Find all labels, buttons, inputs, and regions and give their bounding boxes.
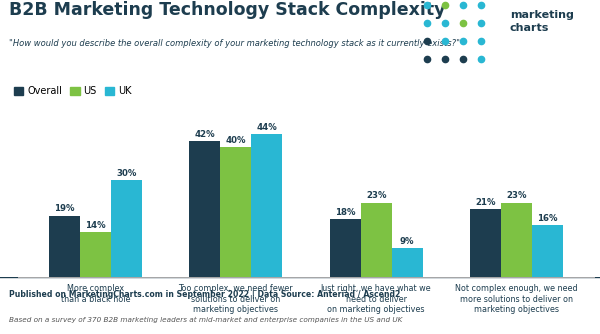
Text: 14%: 14% — [85, 220, 106, 229]
Text: Published on MarketingCharts.com in September 2022 | Data Source: Anteriad / Asc: Published on MarketingCharts.com in Sept… — [9, 290, 400, 299]
Bar — [80, 232, 111, 277]
Bar — [220, 148, 251, 277]
Bar — [330, 219, 361, 277]
Text: Based on a survey of 370 B2B marketing leaders at mid-market and enterprise comp: Based on a survey of 370 B2B marketing l… — [9, 317, 403, 323]
Bar — [361, 203, 392, 277]
Text: "How would you describe the overall complexity of your marketing technology stac: "How would you describe the overall comp… — [9, 38, 460, 47]
Bar — [111, 180, 142, 277]
Text: 16%: 16% — [538, 214, 558, 223]
Bar — [470, 209, 501, 277]
Text: 23%: 23% — [366, 191, 386, 200]
Text: 19%: 19% — [54, 204, 74, 213]
Text: 44%: 44% — [256, 123, 277, 132]
Legend: Overall, US, UK: Overall, US, UK — [10, 82, 136, 100]
Text: 42%: 42% — [194, 130, 215, 139]
Bar — [501, 203, 532, 277]
Text: 30%: 30% — [116, 169, 136, 178]
Text: B2B Marketing Technology Stack Complexity: B2B Marketing Technology Stack Complexit… — [9, 1, 445, 19]
Bar — [392, 248, 422, 277]
Text: 9%: 9% — [400, 237, 415, 246]
Bar — [190, 141, 220, 277]
Text: 40%: 40% — [226, 136, 246, 145]
Bar — [251, 135, 282, 277]
Text: marketing
charts: marketing charts — [510, 10, 574, 33]
Bar — [49, 215, 80, 277]
Text: 18%: 18% — [335, 207, 356, 216]
Bar — [532, 225, 563, 277]
Text: 23%: 23% — [506, 191, 527, 200]
Text: 21%: 21% — [476, 198, 496, 207]
